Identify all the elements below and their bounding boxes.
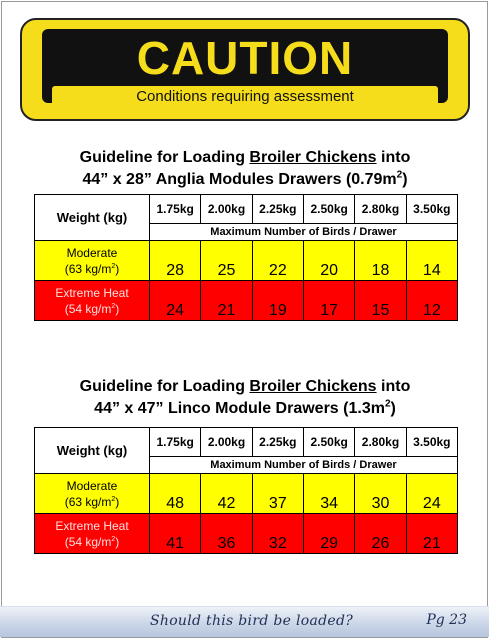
value-cell: 25 [200, 240, 253, 281]
density-text: (54 kg/m [64, 534, 112, 549]
row-density: (63 kg/m2) [35, 494, 149, 510]
max-birds-header: Maximum Number of Birds / Drawer [149, 223, 458, 241]
page-footer: Should this bird be loaded? Pg 23 [0, 606, 489, 637]
density-sup: 2 [111, 302, 116, 310]
title-sup: 2 [384, 398, 391, 410]
value-cell: 34 [302, 473, 356, 514]
value-cell: 26 [354, 513, 407, 554]
weight-header: Weight (kg) [34, 194, 150, 241]
value-cell: 22 [251, 240, 304, 281]
row-label-text: Extreme Heat [55, 285, 129, 300]
table-row: Extreme Heat (54 kg/m2) 24 21 19 17 15 1… [34, 280, 459, 321]
value-cell: 17 [302, 280, 356, 321]
weight-cell: 2.80kg [354, 194, 407, 224]
section-1-title-line2: 44” x 28” Anglia Modules Drawers (0.79m2… [20, 169, 470, 191]
caution-subtitle: Conditions requiring assessment [52, 86, 438, 108]
density-text: ) [115, 494, 120, 509]
density-text: (63 kg/m [64, 261, 112, 276]
row-label-text: Extreme Heat [55, 518, 129, 533]
max-birds-header: Maximum Number of Birds / Drawer [149, 456, 458, 474]
section-2-title-line2: 44” x 47” Linco Module Drawers (1.3m2) [20, 398, 470, 420]
footer-question: Should this bird be loaded? [150, 613, 354, 629]
value-cell: 20 [302, 240, 356, 281]
section-2-title-line1: Guideline for Loading Broiler Chickens i… [20, 376, 470, 398]
title-text: ) [390, 400, 396, 417]
title-text: into [376, 378, 411, 395]
row-label-text: Moderate [66, 245, 118, 260]
weight-header: Weight (kg) [34, 427, 150, 474]
weight-cell: 3.50kg [405, 427, 459, 457]
weight-cell: 2.50kg [302, 194, 356, 224]
weight-cell: 2.25kg [251, 194, 304, 224]
value-cell: 37 [251, 473, 304, 514]
value-cell: 18 [354, 240, 407, 281]
value-cell: 15 [354, 280, 407, 321]
value-cell: 19 [251, 280, 304, 321]
density-sup: 2 [111, 535, 116, 543]
weight-cell: 2.00kg [200, 427, 253, 457]
row-label-moderate: Moderate (63 kg/m2) [34, 473, 150, 514]
density-sup: 2 [111, 495, 116, 503]
title-text: Guideline for Loading [79, 149, 250, 166]
title-sup: 2 [396, 169, 403, 181]
density-sup: 2 [111, 262, 116, 270]
loading-table-linco: Weight (kg) 1.75kg 2.00kg 2.25kg 2.50kg … [34, 427, 459, 554]
value-cell: 48 [148, 473, 202, 514]
title-underlined: Broiler Chickens [249, 378, 377, 395]
density-text: (63 kg/m [64, 494, 112, 509]
row-label-moderate: Moderate (63 kg/m2) [34, 240, 150, 281]
title-text: 44” x 28” Anglia Modules Drawers (0.79m [82, 171, 397, 188]
weight-cell: 2.00kg [200, 194, 253, 224]
value-cell: 24 [148, 280, 202, 321]
value-cell: 24 [405, 473, 459, 514]
page-number: Pg 23 [426, 612, 467, 628]
row-label-extreme: Extreme Heat (54 kg/m2) [34, 280, 150, 321]
value-cell: 32 [251, 513, 304, 554]
density-text: ) [115, 301, 120, 316]
value-cell: 21 [200, 280, 253, 321]
value-cell: 42 [200, 473, 253, 514]
title-text: into [376, 149, 411, 166]
weight-cell: 2.80kg [354, 427, 407, 457]
value-cell: 14 [405, 240, 459, 281]
value-cell: 36 [200, 513, 253, 554]
table-row: Moderate (63 kg/m2) 28 25 22 20 18 14 [34, 240, 459, 281]
row-label-text: Moderate [66, 478, 118, 493]
table-row: Extreme Heat (54 kg/m2) 41 36 32 29 26 2… [34, 513, 459, 554]
row-density: (54 kg/m2) [35, 534, 149, 550]
caution-banner: CAUTION Conditions requiring assessment [20, 18, 470, 121]
value-cell: 28 [148, 240, 202, 281]
weight-cell: 1.75kg [148, 194, 202, 224]
caution-panel: CAUTION Conditions requiring assessment [42, 29, 448, 108]
value-cell: 21 [405, 513, 459, 554]
density-text: ) [115, 534, 120, 549]
row-density: (54 kg/m2) [35, 301, 149, 317]
section-2-title: Guideline for Loading Broiler Chickens i… [20, 376, 470, 420]
title-text: Guideline for Loading [79, 378, 250, 395]
title-text: ) [402, 171, 408, 188]
caution-heading: CAUTION [136, 32, 354, 84]
section-1-title: Guideline for Loading Broiler Chickens i… [20, 147, 470, 191]
title-underlined: Broiler Chickens [249, 149, 377, 166]
weight-cell: 2.50kg [302, 427, 356, 457]
value-cell: 30 [354, 473, 407, 514]
density-text: (54 kg/m [64, 301, 112, 316]
section-1-title-line1: Guideline for Loading Broiler Chickens i… [20, 147, 470, 169]
weight-cell: 1.75kg [148, 427, 202, 457]
density-text: ) [115, 261, 120, 276]
weight-cell: 3.50kg [405, 194, 459, 224]
row-density: (63 kg/m2) [35, 261, 149, 277]
loading-table-anglia: Weight (kg) 1.75kg 2.00kg 2.25kg 2.50kg … [34, 194, 459, 321]
table-row: Moderate (63 kg/m2) 48 42 37 34 30 24 [34, 473, 459, 514]
weight-cell: 2.25kg [251, 427, 304, 457]
value-cell: 41 [148, 513, 202, 554]
row-label-extreme: Extreme Heat (54 kg/m2) [34, 513, 150, 554]
value-cell: 12 [405, 280, 459, 321]
title-text: 44” x 47” Linco Module Drawers (1.3m [94, 400, 385, 417]
value-cell: 29 [302, 513, 356, 554]
